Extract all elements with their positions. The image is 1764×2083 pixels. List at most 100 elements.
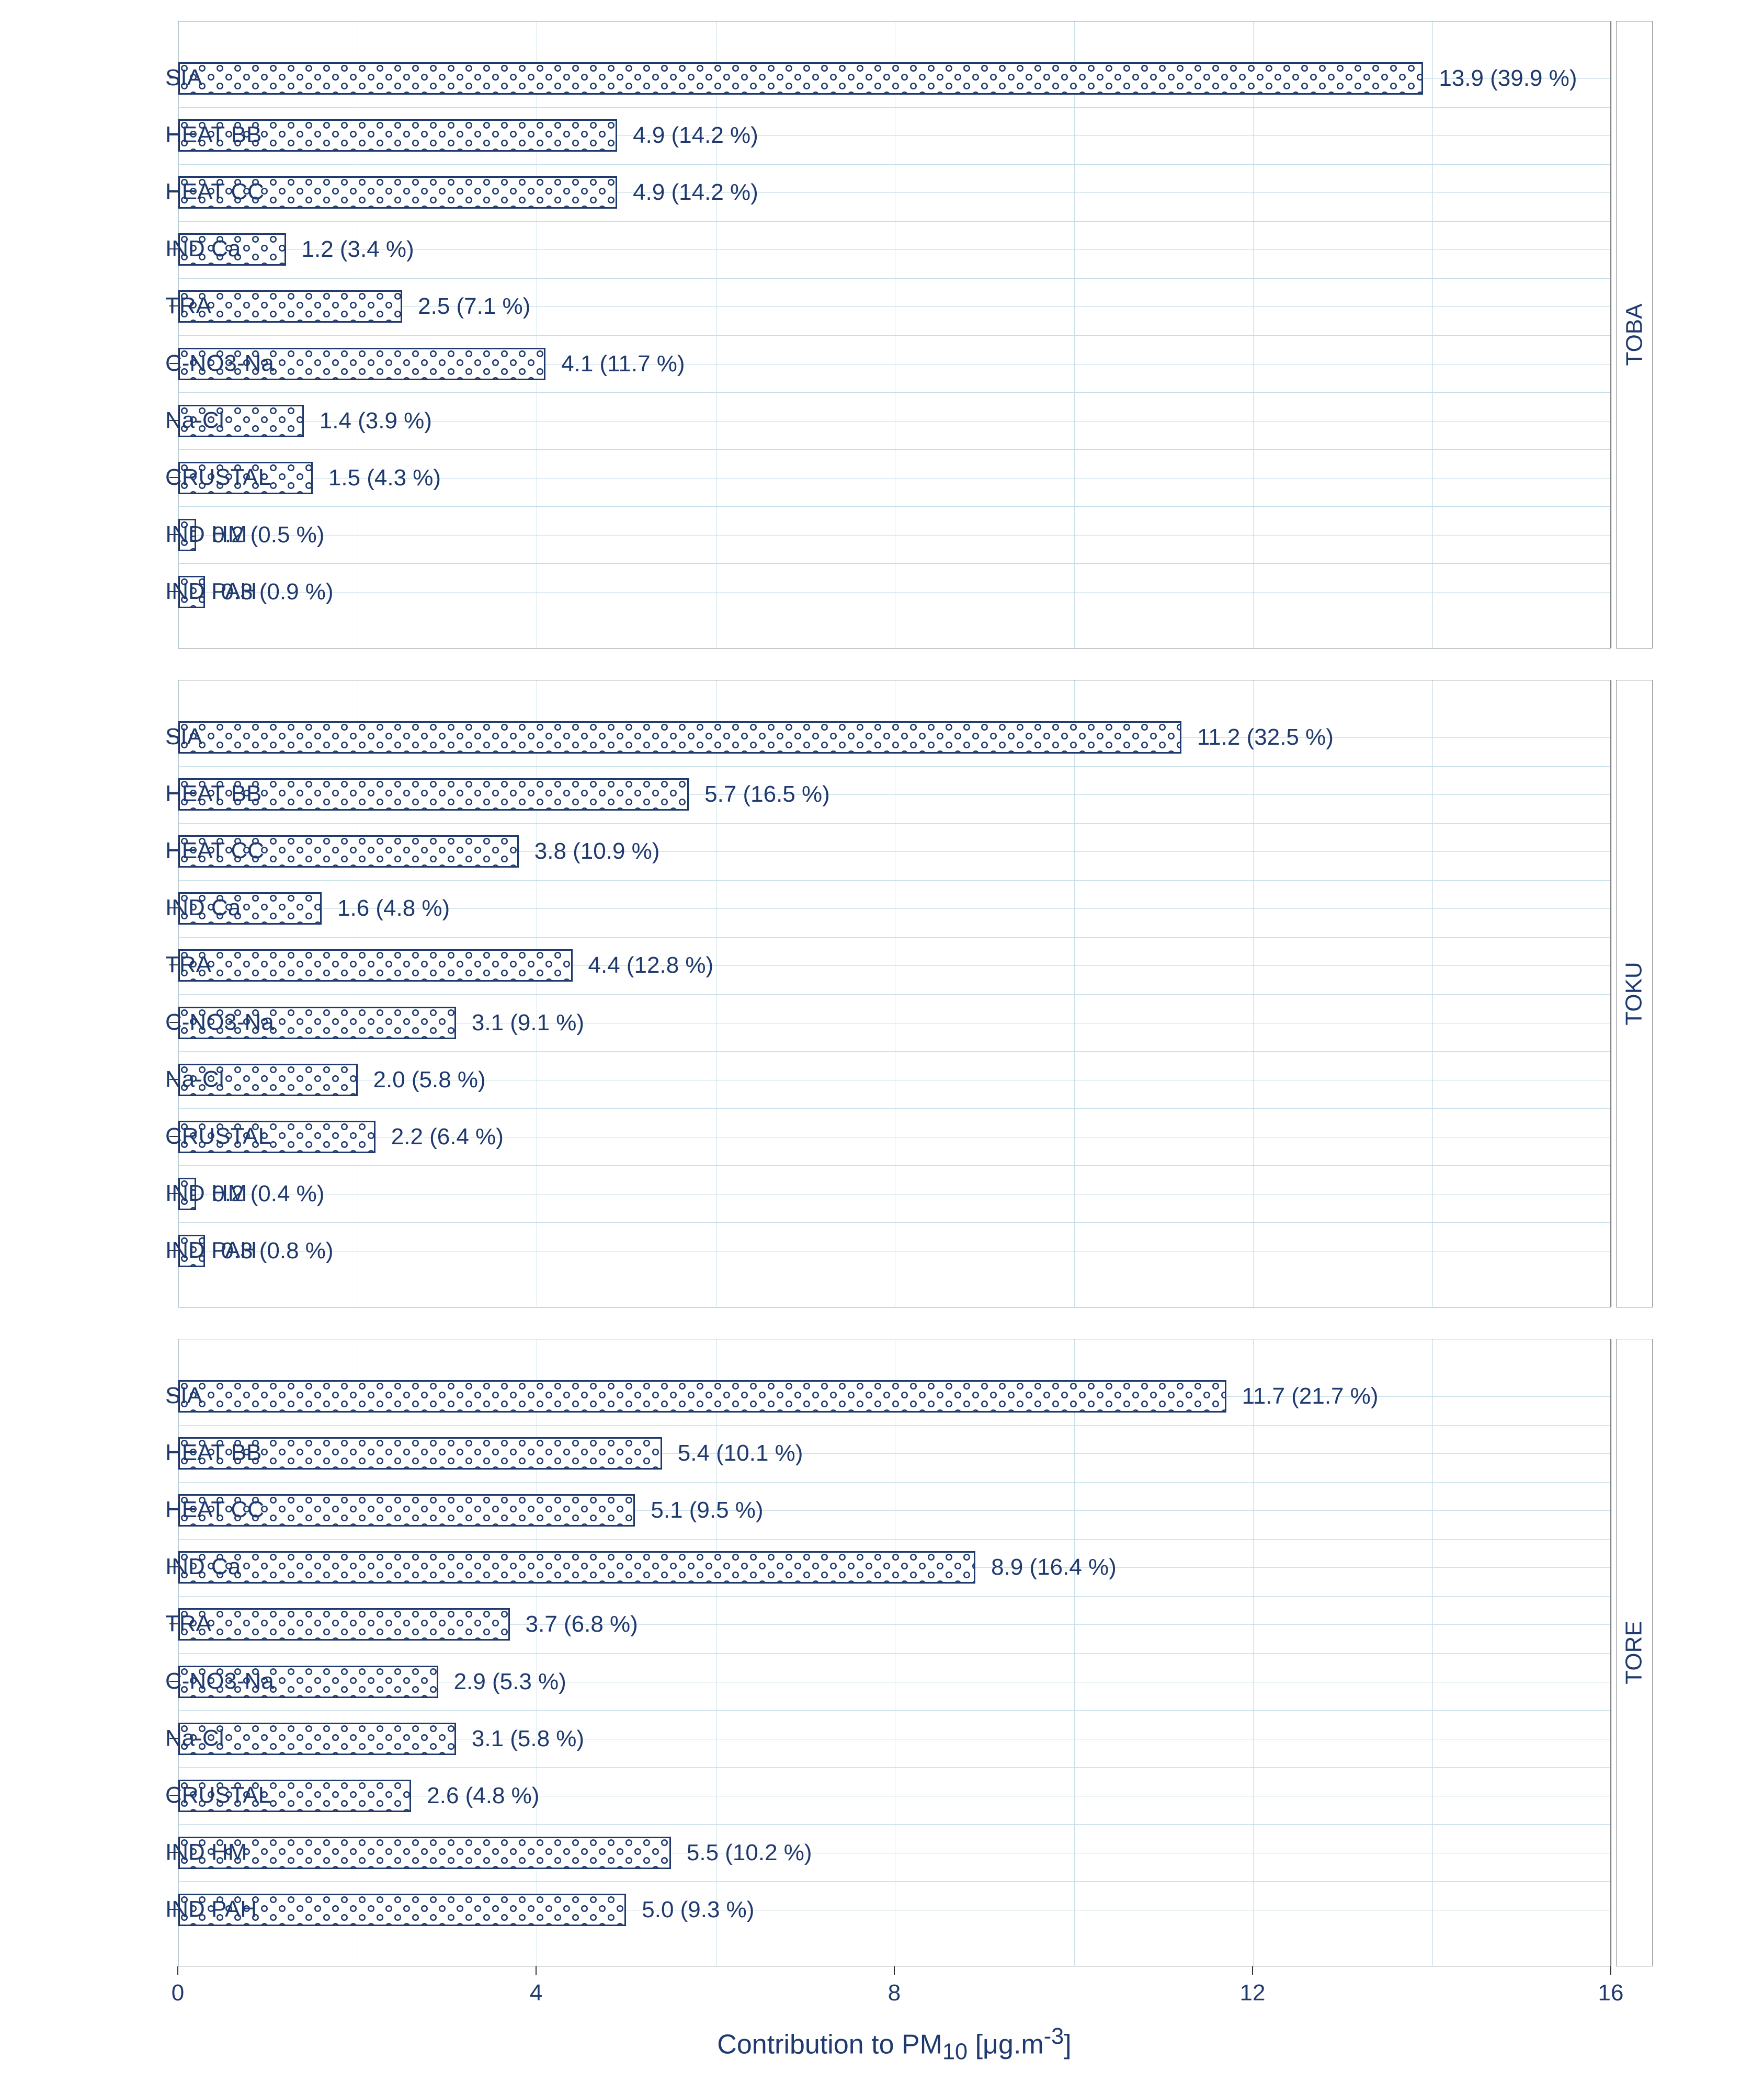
gridline-horizontal-minor — [178, 1710, 1610, 1711]
panel-toba: 13.9 (39.9 %) 4.9 (14.2 %) 4.9 (14.2 %) 1.2… — [178, 21, 1611, 648]
facet-label: TOKU — [1621, 962, 1647, 1025]
x-tick — [536, 1966, 537, 1975]
bar-value-label: 2.0 (5.8 %) — [373, 1067, 486, 1093]
gridline-horizontal-minor — [178, 994, 1610, 995]
x-tick — [894, 1966, 895, 1975]
gridline-horizontal-minor — [178, 563, 1610, 564]
gridline-vertical — [1074, 680, 1075, 1307]
bar-value-label: 4.9 (14.2 %) — [633, 179, 758, 206]
gridline-horizontal-minor — [178, 449, 1610, 450]
bar-value-label: 2.2 (6.4 %) — [391, 1124, 504, 1150]
gridline-horizontal-minor — [178, 1108, 1610, 1109]
gridline-vertical — [1253, 21, 1254, 648]
gridline-horizontal-minor — [178, 1596, 1610, 1597]
gridline-horizontal-minor — [178, 880, 1610, 881]
gridline-vertical — [1253, 680, 1254, 1307]
bar-value-label: 4.1 (11.7 %) — [561, 351, 685, 377]
bar — [178, 1380, 1226, 1413]
x-axis-title: Contribution to PM10 [μg.m-3] — [717, 2024, 1071, 2065]
gridline-horizontal-minor — [178, 1051, 1610, 1052]
bar-value-label: 5.7 (16.5 %) — [704, 781, 830, 807]
bar-value-label: 5.0 (9.3 %) — [642, 1897, 754, 1923]
bar-value-label: 5.1 (9.5 %) — [651, 1497, 763, 1523]
gridline-horizontal-minor — [178, 1653, 1610, 1654]
gridline-horizontal-minor — [178, 221, 1610, 222]
x-tick — [177, 1966, 178, 1975]
gridline-horizontal-minor — [178, 107, 1610, 108]
bar-value-label: 4.4 (12.8 %) — [588, 952, 714, 978]
gridline-vertical — [178, 1339, 179, 1966]
gridline-horizontal-minor — [178, 1824, 1610, 1825]
gridline-horizontal-minor — [178, 1482, 1610, 1483]
gridline-horizontal-minor — [178, 823, 1610, 824]
bar-value-label: 1.6 (4.8 %) — [337, 895, 450, 921]
gridline-horizontal-minor — [178, 1165, 1610, 1166]
bar-value-label: 2.9 (5.3 %) — [454, 1669, 566, 1695]
x-tick-label: 8 — [888, 1980, 901, 2006]
gridline-vertical — [1074, 21, 1075, 648]
gridline-vertical — [1611, 680, 1612, 1307]
bar-value-label: 3.1 (9.1 %) — [472, 1010, 584, 1036]
bar — [178, 1551, 975, 1584]
bar-value-label: 2.6 (4.8 %) — [427, 1783, 539, 1809]
gridline-horizontal-minor — [178, 335, 1610, 336]
bar-value-label: 13.9 (39.9 %) — [1439, 65, 1577, 92]
gridline-horizontal-minor — [178, 766, 1610, 767]
gridline-vertical — [1074, 1339, 1075, 1966]
panel-tore: 11.7 (21.7 %) 5.4 (10.1 %) 5.1 (9.5 %) 8.9 … — [178, 1339, 1611, 1966]
bar — [178, 1837, 671, 1869]
plot-area: 13.9 (39.9 %) 4.9 (14.2 %) 4.9 (14.2 %) 1.2… — [178, 21, 1653, 1966]
facet-label: TOBA — [1621, 303, 1647, 366]
gridline-vertical — [1611, 21, 1612, 648]
figure-root: 13.9 (39.9 %) 4.9 (14.2 %) 4.9 (14.2 %) 1.2… — [0, 0, 1764, 2083]
gridline-horizontal-minor — [178, 506, 1610, 507]
bar-value-label: 1.2 (3.4 %) — [302, 236, 414, 263]
bar-value-label: 2.5 (7.1 %) — [418, 293, 530, 320]
gridline-horizontal-minor — [178, 392, 1610, 393]
x-tick-label: 16 — [1598, 1980, 1624, 2006]
facet-label: TORE — [1621, 1621, 1647, 1684]
x-tick-label: 12 — [1240, 1980, 1266, 2006]
bar-value-label: 5.4 (10.1 %) — [678, 1440, 803, 1466]
facet-strip: TOKU — [1616, 680, 1653, 1307]
bar-value-label: 5.5 (10.2 %) — [687, 1840, 812, 1866]
bar-value-label: 3.7 (6.8 %) — [526, 1611, 638, 1637]
x-tick — [1610, 1966, 1611, 1975]
bar-value-label: 3.8 (10.9 %) — [534, 838, 660, 864]
panel-toku: 11.2 (32.5 %) 5.7 (16.5 %) 3.8 (10.9 %) 1.6… — [178, 680, 1611, 1307]
facet-strip: TOBA — [1616, 21, 1653, 648]
gridline-horizontal — [178, 535, 1610, 536]
bar-value-label: 11.2 (32.5 %) — [1197, 724, 1334, 750]
gridline-horizontal-minor — [178, 278, 1610, 279]
gridline-horizontal-minor — [178, 1881, 1610, 1882]
gridline-vertical — [178, 21, 179, 648]
gridline-horizontal-minor — [178, 1425, 1610, 1426]
bar — [178, 721, 1181, 754]
bar-value-label: 3.1 (5.8 %) — [472, 1726, 584, 1752]
bar-value-label: 11.7 (21.7 %) — [1242, 1383, 1379, 1409]
gridline-horizontal-minor — [178, 1539, 1610, 1540]
gridline-vertical — [1253, 1339, 1254, 1966]
bar — [178, 1608, 510, 1641]
bar — [178, 949, 573, 982]
gridline-horizontal-minor — [178, 164, 1610, 165]
bar-value-label: 1.4 (3.9 %) — [320, 408, 432, 434]
gridline-vertical — [1432, 1339, 1433, 1966]
bar-value-label: 1.5 (4.3 %) — [328, 465, 441, 491]
bar-value-label: 4.9 (14.2 %) — [633, 122, 758, 149]
gridline-vertical — [1432, 21, 1433, 648]
gridline-vertical — [1432, 680, 1433, 1307]
gridline-vertical — [1611, 1339, 1612, 1966]
gridline-vertical — [178, 680, 179, 1307]
x-tick — [1252, 1966, 1253, 1975]
x-tick-label: 4 — [530, 1980, 542, 2006]
x-tick-label: 0 — [172, 1980, 184, 2006]
bar — [178, 62, 1423, 95]
gridline-horizontal-minor — [178, 1767, 1610, 1768]
gridline-horizontal — [178, 592, 1610, 593]
gridline-horizontal-minor — [178, 1222, 1610, 1223]
bar-value-label: 8.9 (16.4 %) — [991, 1554, 1117, 1580]
facet-strip: TORE — [1616, 1339, 1653, 1966]
gridline-horizontal-minor — [178, 937, 1610, 938]
bar — [178, 290, 402, 323]
